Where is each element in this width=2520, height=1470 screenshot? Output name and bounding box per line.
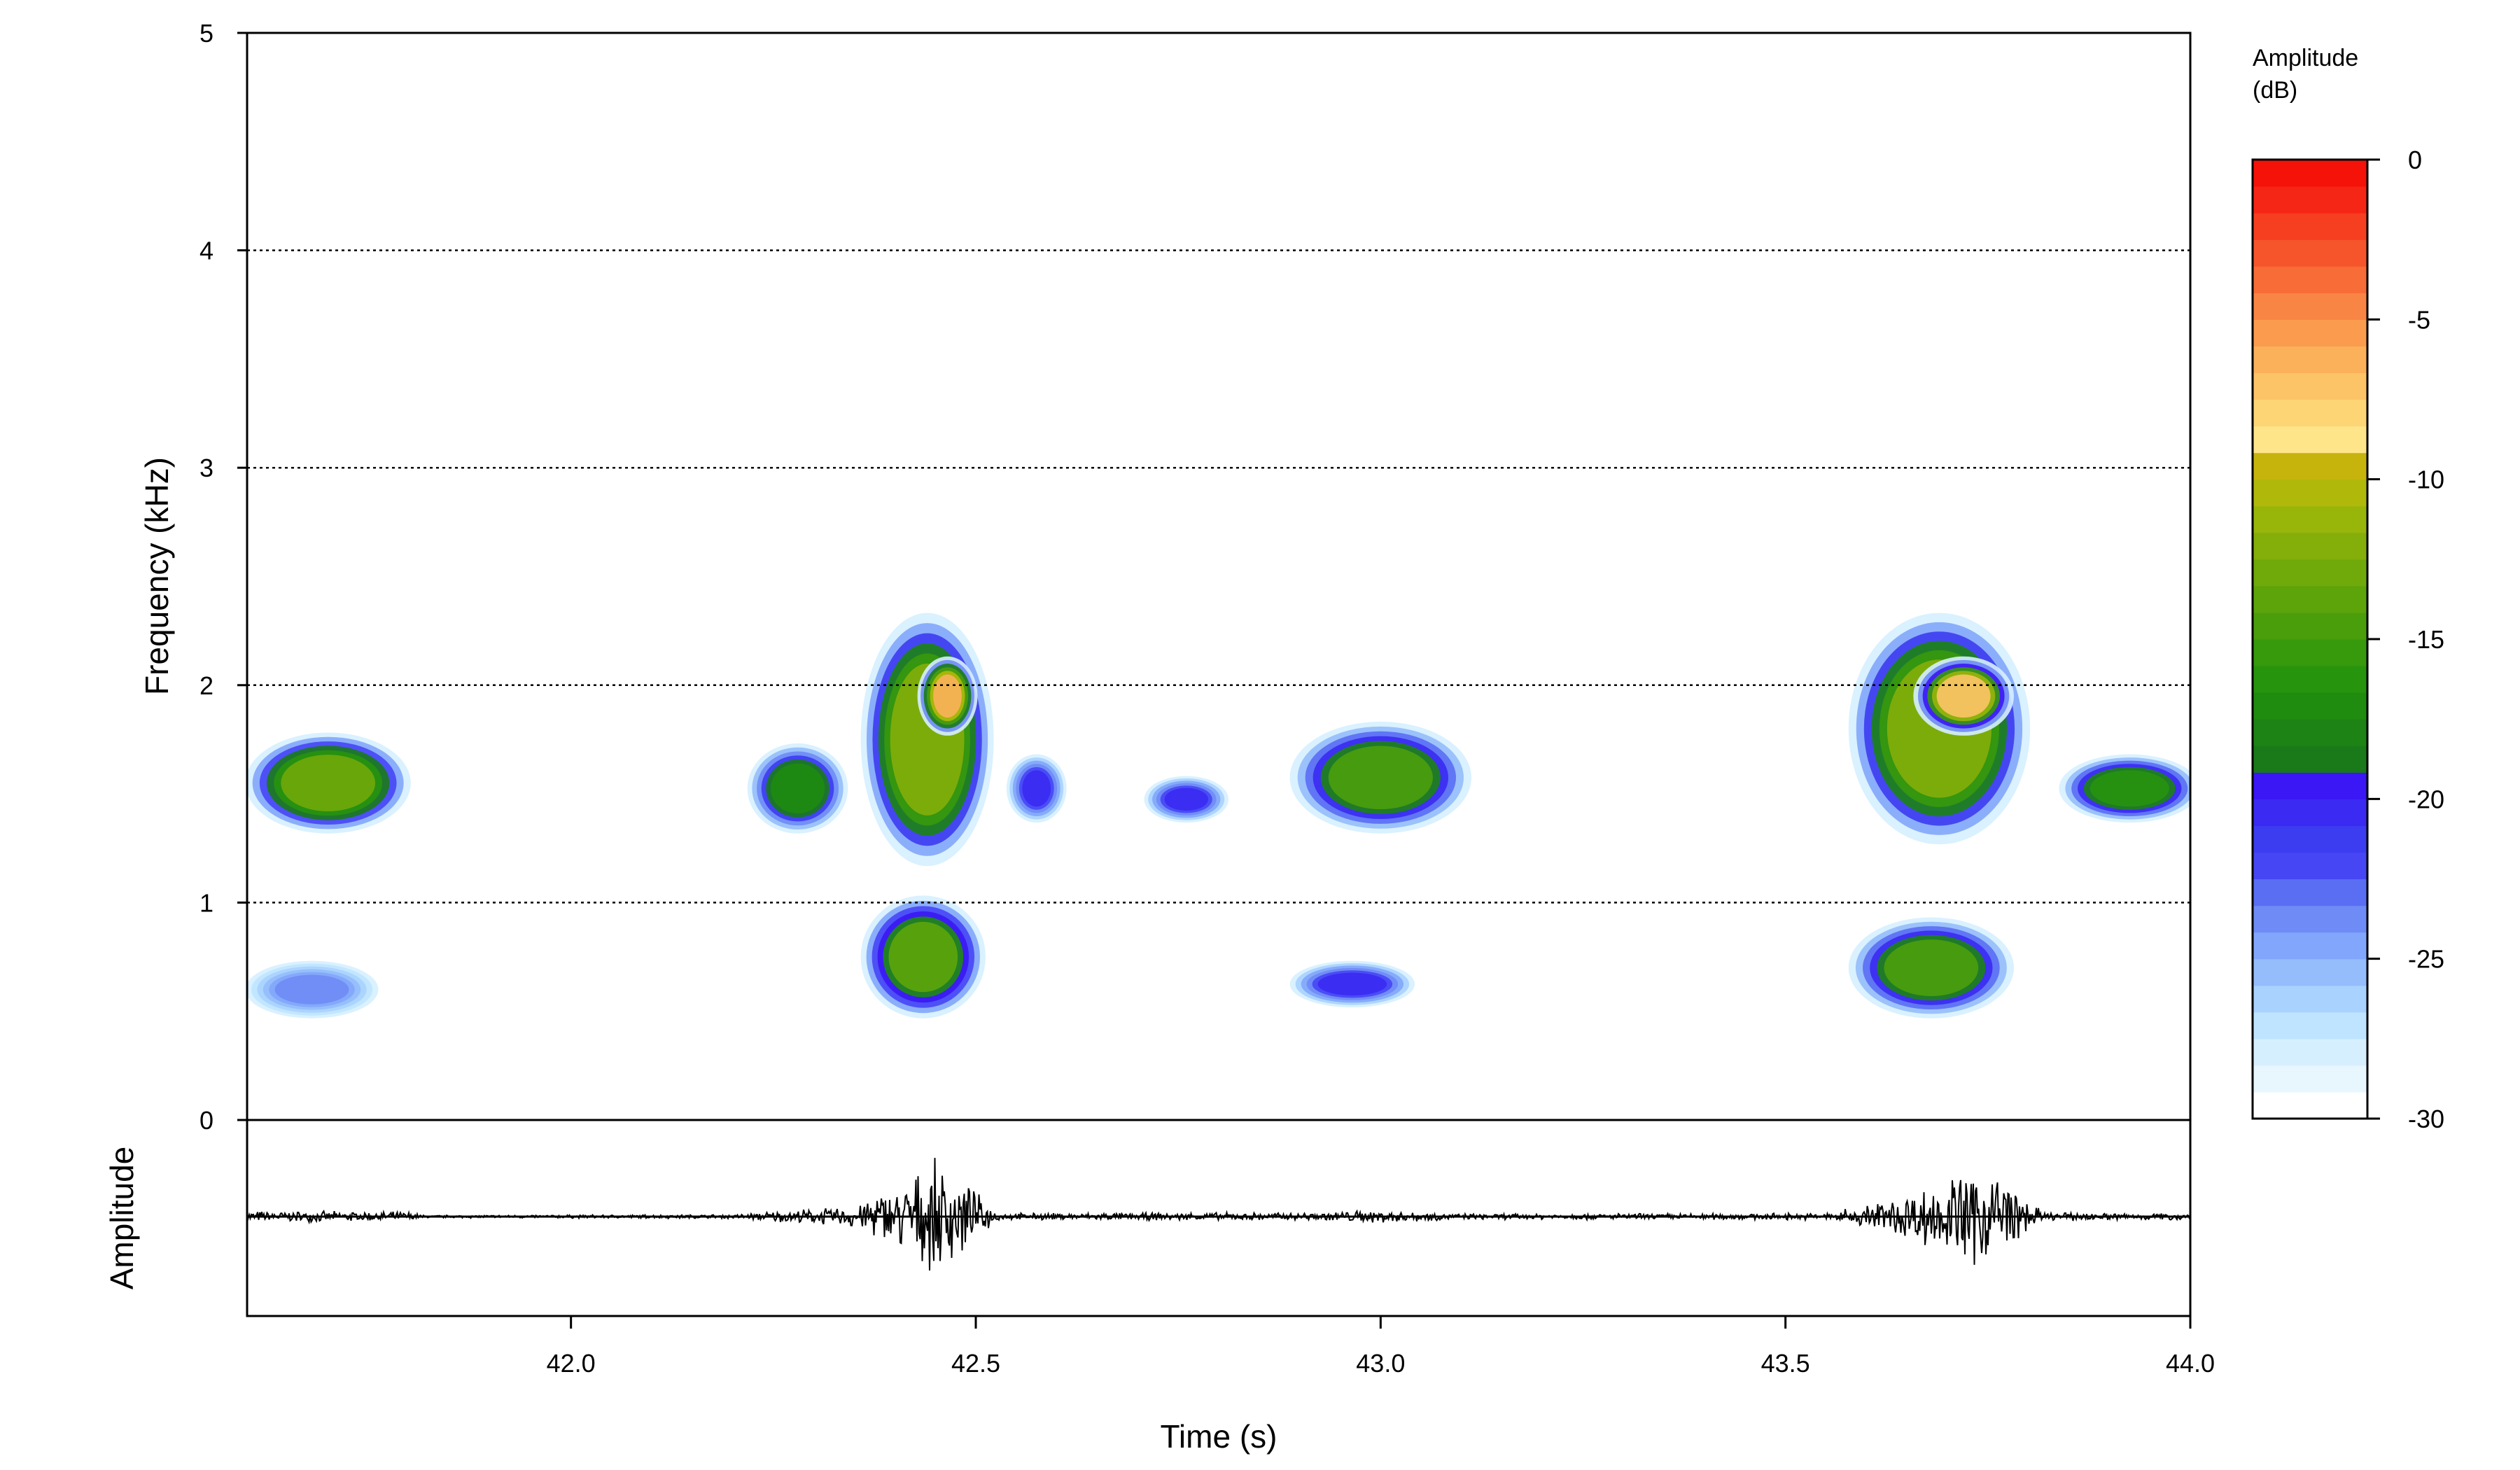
colorbar-axis: 0 -5 -10 -15 -20 -25 -30 — [2367, 146, 2444, 1133]
colorbar-swatch — [2253, 1065, 2367, 1093]
colorbar-swatch — [2253, 799, 2367, 826]
frequency-tick-label: 5 — [200, 19, 214, 48]
colorbar-swatch — [2253, 239, 2367, 267]
colorbar-tick-label: -20 — [2408, 785, 2444, 813]
colorbar-swatch — [2253, 666, 2367, 693]
waveform-trace — [247, 1158, 2190, 1271]
energy-shell — [2090, 770, 2169, 807]
colorbar-legend: Amplitude (dB) 0 -5 -10 -15 -20 -25 -30 — [2251, 45, 2444, 1133]
colorbar-swatch — [2253, 1011, 2367, 1040]
time-tick-label: 43.0 — [1356, 1349, 1405, 1378]
colorbar-swatch — [2253, 1091, 2367, 1119]
time-axis-title: Time (s) — [1161, 1418, 1278, 1455]
colorbar-swatch — [2253, 186, 2367, 214]
spectrogram-panel: 0 1 2 3 4 5 Frequency (kHz) — [139, 19, 2192, 1135]
colorbar-tick-label: -30 — [2408, 1105, 2444, 1133]
colorbar-tick-label: -15 — [2408, 625, 2444, 654]
colorbar-swatch — [2253, 319, 2367, 346]
colorbar-tick-label: -5 — [2408, 305, 2430, 334]
energy-region-9 — [1289, 721, 1471, 834]
time-tick-label: 43.5 — [1761, 1349, 1810, 1378]
energy-shell — [1022, 770, 1051, 807]
energy-shell — [771, 763, 825, 813]
colorbar-tick-label: -10 — [2408, 465, 2444, 494]
amplitude-axis-title: Amplitude — [104, 1147, 140, 1290]
frequency-axis-title: Frequency (kHz) — [139, 457, 175, 695]
energy-region-3 — [747, 743, 848, 834]
colorbar-tick-label: -25 — [2408, 945, 2444, 974]
colorbar-swatch — [2253, 985, 2367, 1013]
frequency-tick-label: 0 — [200, 1106, 214, 1135]
colorbar-swatch — [2253, 426, 2367, 454]
colorbar-swatch — [2253, 878, 2367, 906]
time-axis: 42.0 42.5 43.0 43.5 44.0 — [547, 1316, 2215, 1378]
colorbar-swatch — [2253, 639, 2367, 666]
energy-shell — [1884, 939, 1979, 997]
energy-shell — [1164, 788, 1208, 811]
energy-region-5 — [917, 656, 978, 736]
colorbar-swatch — [2253, 372, 2367, 400]
energy-region-4 — [860, 612, 994, 867]
oscillogram-panel: Amplitude — [104, 1119, 2192, 1317]
colorbar-swatch — [2253, 399, 2367, 427]
colorbar-swatch — [2253, 479, 2367, 507]
colorbar-title-line-2: (dB) — [2253, 77, 2297, 104]
energy-region-12 — [1913, 656, 2014, 736]
energy-region-10 — [1289, 960, 1415, 1008]
energy-region-1 — [247, 732, 411, 834]
energy-shell — [281, 755, 376, 812]
energy-shell — [1317, 972, 1387, 996]
oscillogram-frame — [246, 1119, 2192, 1317]
colorbar-swatch — [2253, 612, 2367, 640]
colorbar-swatch — [2253, 692, 2367, 720]
colorbar-swatch — [2253, 958, 2367, 986]
colorbar-swatch — [2253, 1038, 2367, 1066]
colorbar-swatch — [2253, 559, 2367, 587]
colorbar-swatch — [2253, 293, 2367, 320]
frequency-axis: 0 1 2 3 4 5 — [200, 19, 247, 1135]
colorbar-title-line-1: Amplitude — [2253, 45, 2358, 71]
time-tick-label: 42.5 — [951, 1349, 1000, 1378]
energy-region-13 — [1848, 917, 2014, 1018]
colorbar-swatch — [2253, 213, 2367, 240]
colorbar-swatch — [2253, 746, 2367, 773]
colorbar-swatch — [2253, 932, 2367, 960]
frequency-gridlines — [247, 249, 2190, 904]
energy-shell — [933, 674, 962, 718]
energy-region-6 — [860, 895, 986, 1018]
colorbar-tick-label: 0 — [2408, 146, 2422, 174]
energy-region-2 — [247, 960, 379, 1018]
spectrogram-energy — [247, 612, 2190, 1018]
colorbar-swatch — [2253, 532, 2367, 560]
frequency-tick-label: 4 — [200, 237, 214, 265]
colorbar-swatch — [2253, 346, 2367, 374]
energy-shell — [888, 921, 958, 993]
colorbar-swatch — [2253, 266, 2367, 293]
energy-shell — [274, 974, 349, 1004]
colorbar-swatch — [2253, 852, 2367, 880]
colorbar-swatch — [2253, 160, 2367, 187]
frequency-tick-label: 3 — [200, 454, 214, 482]
colorbar-swatch — [2253, 505, 2367, 533]
energy-region-7 — [1006, 754, 1067, 823]
colorbar-swatch — [2253, 452, 2367, 480]
frequency-tick-label: 2 — [200, 671, 214, 700]
frequency-tick-label: 1 — [200, 888, 214, 917]
energy-region-14 — [2059, 754, 2190, 823]
time-tick-label: 44.0 — [2166, 1349, 2215, 1378]
energy-shell — [1936, 674, 1991, 718]
colorbar-swatch — [2253, 825, 2367, 853]
energy-shell — [1328, 746, 1433, 810]
colorbar-swatches — [2253, 160, 2367, 1119]
energy-region-8 — [1144, 776, 1228, 823]
colorbar-swatch — [2253, 772, 2367, 799]
colorbar-swatch — [2253, 585, 2367, 613]
waveform — [247, 1158, 2190, 1271]
colorbar-swatch — [2253, 905, 2367, 933]
time-tick-label: 42.0 — [547, 1349, 596, 1378]
colorbar-swatch — [2253, 719, 2367, 746]
